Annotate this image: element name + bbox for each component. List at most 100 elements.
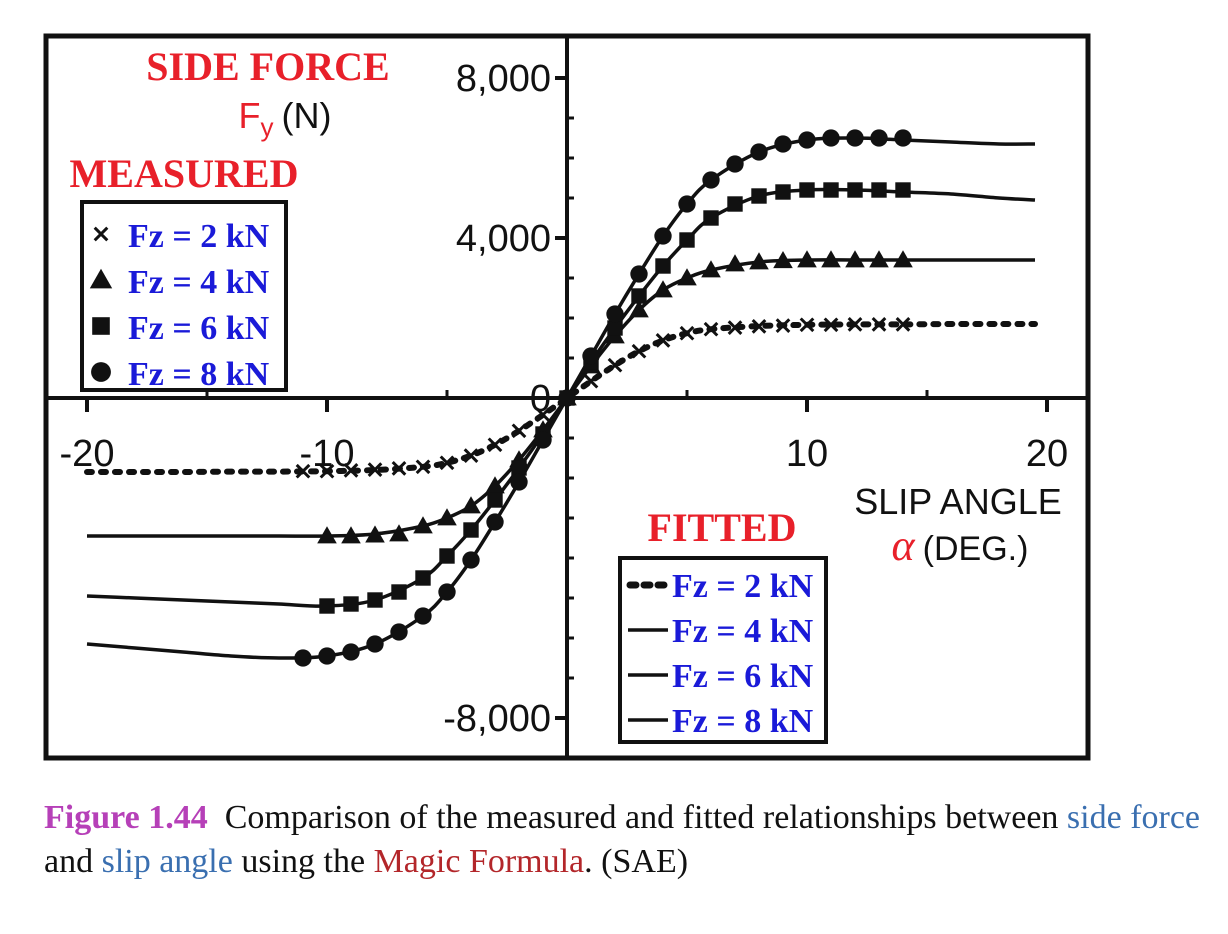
data-point-circle <box>414 607 432 625</box>
data-point-triangle <box>461 496 481 514</box>
data-point-circle <box>294 649 312 667</box>
data-point-x <box>847 317 863 332</box>
data-point-triangle <box>677 268 697 286</box>
data-point-x <box>895 317 911 332</box>
figure-label: Figure 1.44 <box>44 799 208 836</box>
data-point-square <box>607 320 623 336</box>
data-point-square <box>703 210 719 226</box>
legend-fitted-label: Fz = 8 kN <box>672 703 814 740</box>
data-point-circle <box>798 131 816 149</box>
x-axis-symbol: α <box>892 521 916 570</box>
data-point-square <box>463 522 479 538</box>
legend-marker-square <box>92 317 110 335</box>
data-point-x <box>727 320 743 335</box>
data-point-x <box>631 343 647 359</box>
legend-fitted-label: Fz = 4 kN <box>672 613 814 650</box>
x-tick-label: 20 <box>1026 433 1068 475</box>
data-point-square <box>775 184 791 200</box>
data-point-square <box>367 592 383 608</box>
data-point-square <box>319 598 335 614</box>
chart-title: SIDE FORCE <box>146 44 389 89</box>
y-tick-label: 0 <box>530 378 551 420</box>
data-point-x <box>823 317 839 333</box>
y-axis-ticks: 8,000 4,000 0 -8,000 <box>443 58 574 740</box>
y-axis-subscript: y <box>261 112 274 142</box>
data-point-circle <box>462 551 480 569</box>
data-point-square <box>511 460 527 476</box>
data-point-circle <box>534 431 552 449</box>
x-tick-label: -20 <box>60 433 115 475</box>
data-point-x <box>535 407 551 423</box>
data-point-circle <box>438 583 456 601</box>
data-point-circle <box>726 155 744 173</box>
data-point-circle <box>750 143 768 161</box>
data-point-triangle <box>413 516 433 534</box>
data-point-circle <box>582 347 600 365</box>
data-point-circle <box>318 647 336 665</box>
data-point-square <box>751 188 767 204</box>
data-point-circle <box>486 513 504 531</box>
y-tick-label: 4,000 <box>456 218 551 260</box>
legend-measured-label: Fz = 8 kN <box>128 356 270 393</box>
x-tick-label: 10 <box>786 433 828 475</box>
data-point-x <box>391 461 407 476</box>
legend-marker-triangle <box>89 268 113 289</box>
y-tick-label: -8,000 <box>443 698 551 740</box>
data-point-x <box>439 455 455 471</box>
data-point-triangle <box>725 254 745 272</box>
data-point-x <box>463 448 479 463</box>
data-point-square <box>727 196 743 212</box>
data-point-circle <box>822 129 840 147</box>
caption-term-side-force: side force <box>1066 799 1201 836</box>
y-axis-label: Fy (N) <box>239 95 332 142</box>
legend-measured-label: Fz = 6 kN <box>128 310 270 347</box>
data-point-triangle <box>869 250 889 268</box>
data-point-x <box>367 462 383 477</box>
data-point-x <box>871 317 887 332</box>
data-point-circle <box>558 389 576 407</box>
caption-text-4: . (SAE) <box>584 843 689 880</box>
data-point-circle <box>678 195 696 213</box>
data-point-triangle <box>701 260 721 278</box>
caption-text-2: and <box>44 843 94 880</box>
data-point-square <box>439 548 455 564</box>
data-point-square <box>631 288 647 304</box>
data-point-triangle <box>821 250 841 268</box>
data-point-triangle <box>773 251 793 269</box>
data-point-x <box>415 459 431 475</box>
data-point-x <box>703 321 719 337</box>
measured-title: MEASURED <box>70 151 299 196</box>
x-tick-label: -10 <box>300 433 355 475</box>
y-tick-label: 8,000 <box>456 58 551 100</box>
y-axis-unit: (N) <box>282 95 332 136</box>
legend-marker-x <box>93 226 109 242</box>
data-point-square <box>799 182 815 198</box>
data-point-square <box>871 182 887 198</box>
data-point-square <box>823 182 839 198</box>
data-point-x <box>775 318 791 333</box>
legend-marker-circle <box>91 362 111 382</box>
data-point-triangle <box>845 250 865 268</box>
data-point-x <box>751 319 767 334</box>
data-point-x <box>607 357 623 373</box>
fitted-title: FITTED <box>648 505 797 550</box>
measured-markers <box>294 129 913 667</box>
legend-fitted-label: Fz = 6 kN <box>672 658 814 695</box>
data-point-circle <box>510 473 528 491</box>
data-point-x <box>487 437 503 453</box>
data-point-x <box>343 463 359 478</box>
data-point-square <box>391 584 407 600</box>
data-point-circle <box>702 171 720 189</box>
measured-legend: Fz = 2 kN Fz = 4 kN Fz = 6 kN Fz = 8 kN <box>80 200 288 393</box>
data-point-circle <box>606 305 624 323</box>
x-axis-ticks: -20 -10 10 20 <box>60 390 1068 475</box>
data-point-x <box>679 325 695 341</box>
data-point-x <box>799 317 815 333</box>
legend-measured-label: Fz = 4 kN <box>128 264 270 301</box>
data-point-triangle <box>893 250 913 268</box>
data-point-circle <box>654 227 672 245</box>
caption-term-magic-formula: Magic Formula <box>373 843 585 880</box>
data-point-x <box>319 463 335 479</box>
data-point-triangle <box>365 525 385 543</box>
